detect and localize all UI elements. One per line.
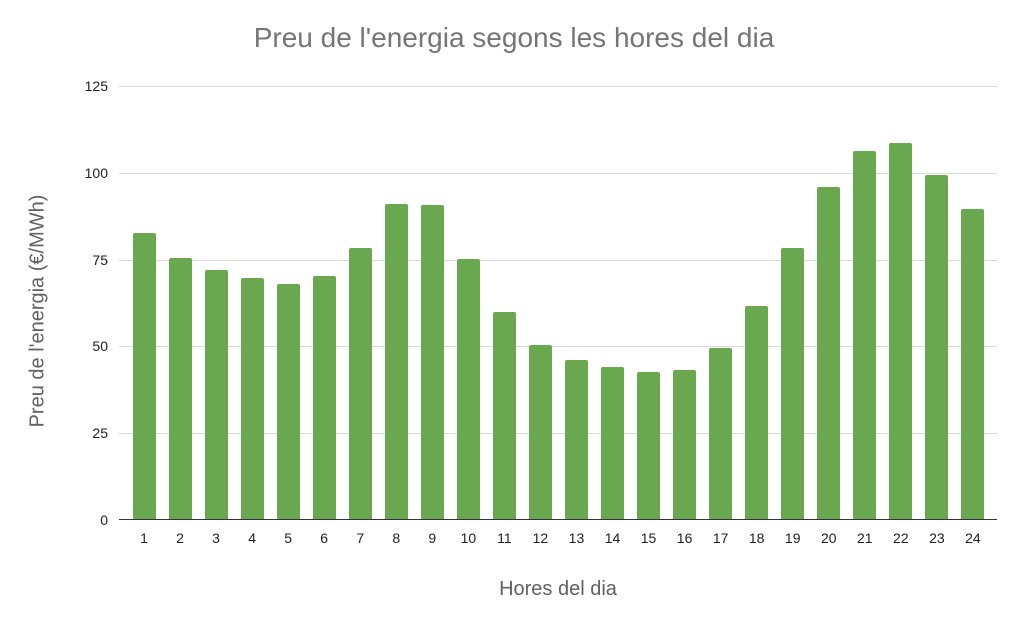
x-tick-label: 10 [460, 530, 477, 546]
bar-hour-3[interactable] [204, 270, 228, 520]
bar-hour-1[interactable] [132, 232, 156, 520]
y-tick-label: 50 [92, 338, 108, 355]
bar-hour-10[interactable] [456, 258, 480, 520]
bar-hour-16[interactable] [673, 370, 697, 520]
x-tick-label: 18 [748, 530, 765, 546]
x-tick-label: 22 [893, 530, 909, 546]
bar-hour-2[interactable] [168, 257, 192, 520]
bar-hour-21[interactable] [853, 150, 877, 520]
x-tick-label: 16 [676, 530, 693, 546]
bar-hour-8[interactable] [384, 203, 408, 520]
bar-hour-6[interactable] [312, 275, 336, 520]
chart-title: Preu de l'energia segons les hores del d… [253, 22, 775, 53]
y-tick-label: 100 [84, 164, 108, 181]
x-tick-label: 12 [532, 530, 549, 546]
bar-hour-12[interactable] [528, 345, 552, 520]
y-axis-label: Preu de l'energia (€/MWh) [26, 194, 49, 428]
gridline [119, 172, 997, 174]
x-tick-label: 8 [392, 530, 401, 546]
bar-hour-7[interactable] [348, 248, 372, 520]
gridline [119, 346, 997, 348]
y-tick-label: 25 [92, 425, 108, 442]
bar-hour-9[interactable] [420, 204, 444, 520]
bar-hour-23[interactable] [925, 174, 949, 520]
x-tick-label: 23 [929, 530, 945, 546]
gridline [119, 433, 997, 435]
bar-hour-20[interactable] [817, 187, 841, 520]
x-tick-label: 21 [857, 530, 873, 546]
x-tick-label: 2 [176, 530, 184, 546]
bar-hour-14[interactable] [601, 367, 625, 520]
bar-hour-18[interactable] [745, 306, 769, 520]
x-axis-label: Hores del dia [499, 578, 617, 600]
plot-area [119, 86, 997, 520]
x-tick-label: 5 [284, 530, 293, 546]
gridline [119, 259, 997, 261]
x-tick-label: 7 [356, 530, 365, 546]
x-tick-label: 3 [212, 530, 220, 546]
bar-hour-11[interactable] [492, 312, 516, 520]
bar-hour-13[interactable] [564, 359, 588, 520]
bar-hour-4[interactable] [240, 278, 264, 520]
x-tick-label: 13 [568, 530, 585, 546]
x-tick-label: 6 [320, 530, 329, 546]
x-tick-label: 1 [140, 530, 148, 546]
bar-hour-5[interactable] [276, 283, 300, 520]
x-tick-label: 17 [712, 530, 729, 546]
y-tick-label: 125 [84, 78, 108, 94]
x-tick-label: 14 [604, 530, 621, 546]
x-axis-line [119, 519, 997, 520]
x-tick-label: 11 [497, 530, 512, 546]
x-tick-label: 24 [965, 530, 981, 546]
bar-hour-24[interactable] [961, 208, 985, 520]
x-tick-label: 4 [248, 530, 257, 546]
bar-hour-22[interactable] [889, 142, 913, 520]
x-tick-label: 15 [640, 530, 657, 546]
x-tick-label: 9 [428, 530, 437, 546]
bar-hour-17[interactable] [709, 348, 733, 520]
x-tick-label: 20 [820, 530, 837, 546]
bar-hour-19[interactable] [781, 248, 805, 520]
bar-hour-15[interactable] [637, 372, 661, 520]
gridline [119, 86, 997, 87]
y-tick-label: 0 [100, 512, 108, 528]
y-tick-label: 75 [92, 251, 108, 268]
x-tick-label: 19 [784, 530, 801, 546]
